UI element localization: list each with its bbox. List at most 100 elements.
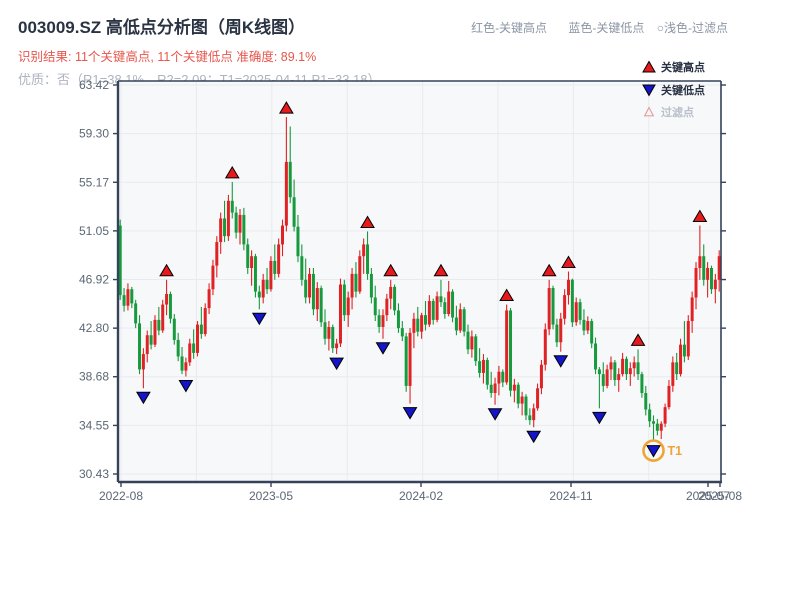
candle-body [230,200,234,213]
legend-item-label: 关键高点 [661,60,705,74]
candle-body [342,284,346,316]
candle-body [454,317,458,331]
candle-body [157,319,161,331]
candle-body [242,214,246,245]
candle-body [470,336,474,350]
candle-body [501,371,505,383]
candle-body [493,383,497,393]
key-low-markers [136,312,661,458]
t1-annotation: T1 [642,439,682,462]
key-high-marker [692,209,708,223]
candle-body [485,359,489,385]
candle-body [420,315,424,332]
candle-body [130,289,134,304]
candle-body [338,284,342,344]
key-low-marker [646,445,661,458]
candle-body [516,384,520,404]
candle-body [478,361,482,373]
y-axis-label: 46.92 [79,273,109,287]
plot-background [118,81,721,482]
candle-body [628,368,632,375]
candle-body [238,214,242,233]
candle-body [582,319,586,331]
key-high-marker [383,263,399,277]
candle-body [717,256,721,280]
candle-body [590,321,594,344]
candle-body [609,362,613,370]
key-low-marker [136,391,151,405]
key-high-marker [159,263,174,277]
candle-body [536,388,540,409]
key-high-marker [561,255,576,269]
candle-body [327,326,331,339]
candle-body [350,273,354,298]
candle-body [702,256,706,280]
candle-body [520,396,524,404]
note-key-high: 红色-关键高点 [471,21,548,35]
candle-body [667,385,671,408]
candle-body [311,273,315,310]
candle-body [423,315,427,325]
candle-body [640,374,644,393]
key-low-marker [329,357,344,371]
candle-body [257,291,261,298]
key-low-marker [178,379,194,393]
candle-body [161,304,165,331]
candle-body [644,392,648,410]
candle-body [427,301,431,325]
x-tick-labels: 2022-08 2023-05 2024-02 2024-11 2025-072025-… [99,489,742,503]
candle-body [416,318,420,332]
candle-body [447,291,451,314]
candle-body [698,256,702,269]
candle-body [481,359,485,373]
candle-body [690,297,694,322]
note-filtered: ○浅色-过滤点 [656,21,728,35]
candle-body [192,343,196,353]
candle-body [180,356,184,371]
x-axis-label: 2023-05 [249,489,293,503]
candle-body [165,293,169,305]
candle-body [354,273,358,292]
candle-body [655,423,659,431]
key-low-marker [487,408,503,421]
key-high-marker [278,101,294,114]
candle-body [594,343,598,370]
candle-body [566,279,570,296]
candle-body [250,256,254,269]
candle-body [435,296,439,320]
note-key-low: 蓝色-关键低点 [568,21,645,35]
y-axis-label: 42.80 [79,321,109,335]
candle-body [408,332,412,386]
candle-body [377,315,381,327]
x-axis-label: 2025-08 [698,489,742,503]
y-axis-label: 30.43 [79,467,109,481]
candle-body [172,318,176,340]
candle-body [393,286,397,311]
candle-body [663,407,667,424]
key-low-marker [526,430,542,444]
candle-body [551,288,555,325]
legend-item-label: 关键低点 [661,83,705,97]
candle-body [323,322,327,339]
candle-body [362,244,366,257]
candle-body [671,362,675,386]
key-high-marker [224,165,240,179]
key-high-marker [541,263,557,277]
candle-body [547,288,551,330]
candle-body [246,244,250,269]
candle-body [261,279,265,298]
candle-body [559,318,563,343]
y-axis-label: 59.30 [79,127,109,141]
candle-body [199,324,203,335]
candle-body [706,268,710,280]
candle-body [211,265,215,290]
candle-body [617,374,621,381]
candle-body [578,302,582,320]
candle-body [126,289,130,306]
candle-body [574,302,578,323]
candle-body [203,308,207,335]
key-high-marker [630,333,646,346]
key-high-marker [360,215,375,228]
